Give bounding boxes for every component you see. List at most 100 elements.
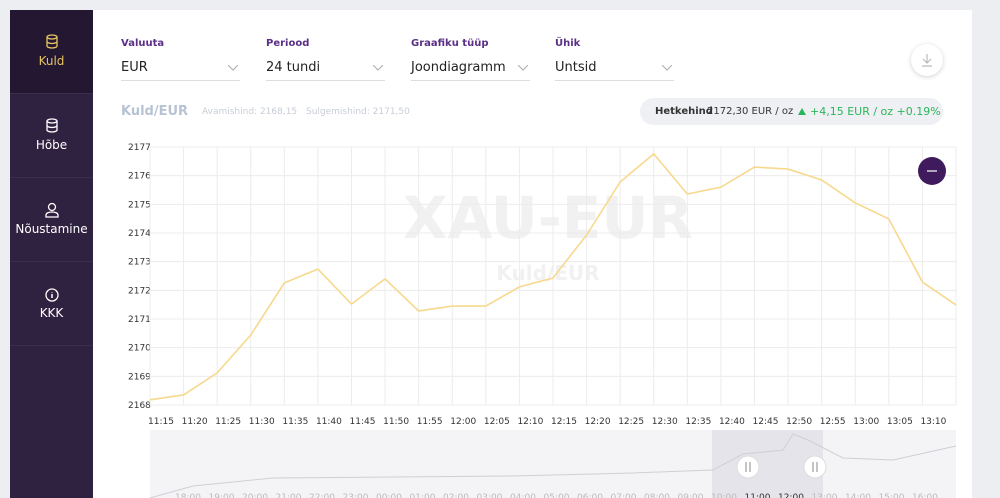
x-tick-label: 12:00 [450, 417, 476, 427]
x-tick-label: 11:25 [215, 417, 241, 427]
y-tick-label: 2173 [128, 258, 151, 268]
sidebar: Kuld Hõbe Nõustamine KKK [10, 10, 93, 498]
navigator-label: 00:00 [376, 493, 402, 498]
navigator-line [149, 433, 957, 498]
navigator-label: 19:00 [209, 493, 235, 498]
dropdown-label: Graafiku tüüp [411, 38, 489, 49]
dropdown-label: Ühik [555, 38, 581, 49]
navigator-label: 11:00 [745, 493, 771, 498]
x-tick-label: 13:05 [887, 417, 913, 427]
y-tick-label: 2168 [128, 401, 151, 411]
up-arrow [798, 108, 806, 115]
navigator-label: 03:00 [477, 493, 503, 498]
x-tick-label: 11:50 [383, 417, 409, 427]
icon [44, 202, 59, 218]
navigator-label: 02:00 [443, 493, 469, 498]
dropdown-value: Untsid [555, 56, 674, 81]
x-tick-label: 11:30 [249, 417, 275, 427]
x-tick-label: 11:20 [182, 417, 208, 427]
x-tick-label: 12:20 [585, 417, 611, 427]
navigator [150, 430, 956, 498]
value-text: EUR [121, 60, 148, 75]
nav-label: Hõbe [35, 138, 68, 152]
download-button[interactable] [911, 44, 943, 76]
watermark: XAU-EUR [403, 184, 693, 252]
navigator-label: 20:00 [242, 493, 268, 498]
dropdown[interactable]: Graafiku tüüp Joondiagramm [411, 38, 530, 81]
dropdown[interactable]: Periood 24 tundi [266, 38, 385, 81]
main-panel: XAU-EUR Kuld/EUR 2168 2169 2170 2171 2172 2173 2… [93, 10, 972, 498]
open-price: Avamishind: 2168,15 [202, 107, 298, 117]
value-text: Joondiagramm [411, 60, 506, 75]
x-tick-label: 13:10 [920, 417, 946, 427]
navigator-label: 01:00 [410, 493, 436, 498]
chevron [228, 65, 238, 71]
x-tick-label: 11:55 [417, 417, 443, 427]
icon [44, 288, 59, 302]
navigator-handle[interactable] [803, 455, 827, 479]
x-tick-label: 11:40 [316, 417, 342, 427]
dropdown-value: Joondiagramm [411, 56, 530, 81]
current-label: Hetkehind [655, 106, 713, 117]
dropdown-value: 24 tundi [266, 56, 385, 81]
y-tick-label: 2172 [128, 286, 151, 296]
chevron [518, 65, 528, 71]
dropdown[interactable]: Ühik Untsid [555, 38, 674, 81]
dropdown-value: EUR [121, 56, 240, 81]
close-price: Sulgemishind: 2171,50 [306, 107, 410, 117]
navigator-label: 09:00 [678, 493, 704, 498]
nav-item[interactable]: Nõustamine [10, 178, 93, 262]
x-tick-label: 12:50 [786, 417, 812, 427]
dropdown-label: Valuuta [121, 38, 165, 49]
navigator-label: 13:00 [812, 493, 838, 498]
nav-label: KKK [39, 306, 64, 320]
x-tick-label: 12:55 [820, 417, 846, 427]
nav-item[interactable]: Hõbe [10, 94, 93, 178]
y-tick-label: 2169 [128, 372, 151, 382]
x-tick-label: 12:40 [719, 417, 745, 427]
navigator-label: 15:00 [879, 493, 905, 498]
navigator-label: 10:00 [711, 493, 737, 498]
navigator-label: 21:00 [276, 493, 302, 498]
watermark-subtitle: Kuld/EUR [496, 261, 599, 285]
y-tick-label: 2171 [128, 315, 151, 325]
navigator-label: 12:00 [778, 493, 804, 498]
dropdown[interactable]: Valuuta EUR [121, 38, 240, 81]
navigator-label: 05:00 [544, 493, 570, 498]
navigator-label: 14:00 [845, 493, 871, 498]
value-text: Untsid [555, 60, 597, 75]
y-tick-label: 2174 [128, 229, 151, 239]
pair-title: Kuld/EUR [121, 104, 189, 119]
navigator-handle[interactable] [736, 455, 760, 479]
navigator-label: 18:00 [175, 493, 201, 498]
chart: XAU-EUR Kuld/EUR 2168 2169 2170 2171 2172 2173 2… [128, 143, 957, 498]
y-tick-label: 2175 [128, 200, 151, 210]
y-tick-label: 2176 [128, 172, 151, 182]
x-tick-label: 12:45 [753, 417, 779, 427]
value-text: 24 tundi [266, 60, 321, 75]
y-tick-label: 2177 [128, 143, 151, 153]
x-tick-label: 11:15 [148, 417, 174, 427]
nav-label: Kuld [38, 54, 65, 68]
chevron [662, 65, 672, 71]
dropdown-label: Periood [266, 38, 310, 49]
x-tick-label: 12:30 [652, 417, 678, 427]
x-tick-label: 12:10 [517, 417, 543, 427]
price-line [149, 152, 957, 401]
navigator-label: 08:00 [644, 493, 670, 498]
chevron [373, 65, 383, 71]
x-tick-label: 12:15 [551, 417, 577, 427]
nav-item[interactable]: KKK [10, 262, 93, 346]
nav-item[interactable]: Kuld [10, 10, 93, 94]
navigator-label: 07:00 [611, 493, 637, 498]
navigator-label: 22:00 [309, 493, 335, 498]
navigator-label: 16:00 [912, 493, 938, 498]
download-icon [922, 54, 932, 67]
current-price: Hetkehind 2172,30 EUR / oz +4,15 EUR / o… [640, 98, 943, 125]
x-tick-label: 13:00 [853, 417, 879, 427]
handle-grip [745, 462, 751, 472]
icon [45, 118, 58, 133]
current-value: 2172,30 EUR / oz [707, 106, 794, 117]
x-tick-label: 12:25 [618, 417, 644, 427]
